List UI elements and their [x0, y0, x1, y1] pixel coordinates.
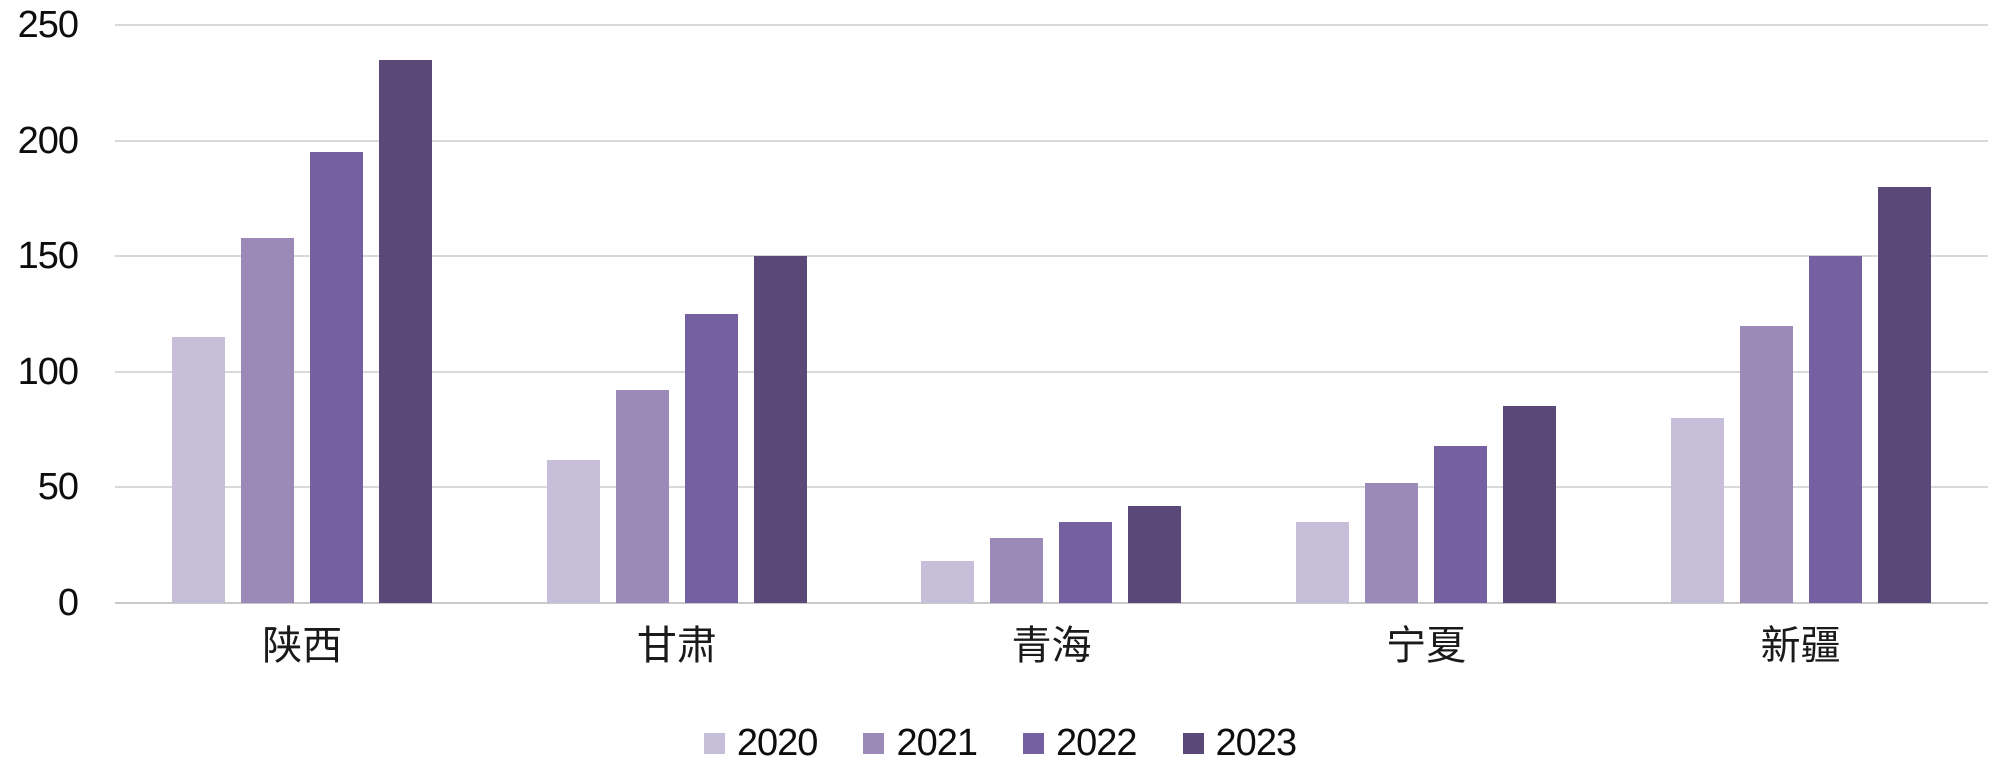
y-tick-label-50: 50: [37, 466, 79, 509]
y-tick-label-150: 150: [17, 235, 79, 278]
bar-2023-category-4: [1503, 406, 1557, 603]
bar-2020-category-3: [921, 561, 975, 603]
bar-2023-category-2: [753, 256, 807, 603]
gridline-200: [115, 139, 1988, 142]
x-category-label-4: 宁夏: [1386, 623, 1467, 669]
bar-2020-category-5: [1670, 418, 1724, 603]
bar-2022-category-5: [1808, 256, 1862, 603]
bar-group-5: [1613, 25, 1988, 603]
bar-group-1: [115, 25, 490, 603]
gridline-100: [115, 370, 1988, 373]
gridline-150: [115, 255, 1988, 258]
y-axis-tick-labels: 0 50 100 150 200 250: [0, 6, 79, 622]
gridline-250: [115, 24, 1988, 26]
bar-2022-category-4: [1434, 445, 1488, 603]
bar-2020-category-2: [546, 459, 600, 603]
legend-item-2020: 2020: [703, 722, 819, 764]
legend-label: 2020: [736, 722, 819, 764]
x-category-label-3: 青海: [1011, 623, 1092, 669]
bar-2022-category-2: [684, 314, 738, 603]
x-category-label-1: 陕西: [262, 623, 343, 669]
bar-2021-category-2: [615, 390, 669, 603]
bar-2020-category-1: [172, 337, 226, 603]
x-axis-baseline: [115, 602, 1988, 604]
y-tick-label-100: 100: [17, 350, 79, 393]
bar-2020-category-4: [1296, 522, 1350, 603]
legend-swatch-icon: [1182, 732, 1204, 754]
bar-group-2: [490, 25, 865, 603]
legend-item-2022: 2022: [1023, 722, 1138, 764]
plot-area: [115, 24, 1988, 604]
legend-item-2023: 2023: [1182, 722, 1298, 764]
bar-2023-category-1: [379, 59, 433, 603]
bar-2022-category-3: [1059, 522, 1113, 603]
x-category-label-2: 甘肃: [636, 623, 717, 669]
bar-groups: [115, 25, 1988, 603]
legend-item-2021: 2021: [863, 722, 978, 764]
legend-label: 2023: [1215, 722, 1298, 764]
bar-2021-category-3: [990, 538, 1044, 603]
x-axis-category-labels: 陕西 甘肃 青海 宁夏 新疆: [115, 624, 1988, 668]
legend-label: 2022: [1056, 722, 1138, 764]
x-category-label-5: 新疆: [1760, 623, 1841, 669]
bar-group-4: [1239, 25, 1614, 603]
legend-swatch-icon: [863, 732, 885, 754]
gridline-50: [115, 486, 1988, 489]
bar-2021-category-1: [241, 237, 295, 603]
bar-2021-category-4: [1365, 482, 1419, 603]
y-tick-label-200: 200: [17, 119, 79, 162]
bar-group-3: [864, 25, 1239, 603]
legend-swatch-icon: [1023, 732, 1044, 754]
legend-swatch-icon: [703, 732, 725, 754]
bar-2022-category-1: [310, 152, 364, 603]
bar-2021-category-5: [1739, 325, 1793, 603]
y-tick-label-250: 250: [17, 4, 79, 46]
legend: 2020 2021 2022 2023: [0, 718, 2000, 768]
y-tick-label-0: 0: [57, 582, 79, 624]
bar-2023-category-5: [1877, 186, 1931, 603]
bar-2023-category-3: [1128, 505, 1182, 603]
legend-label: 2021: [896, 722, 978, 764]
